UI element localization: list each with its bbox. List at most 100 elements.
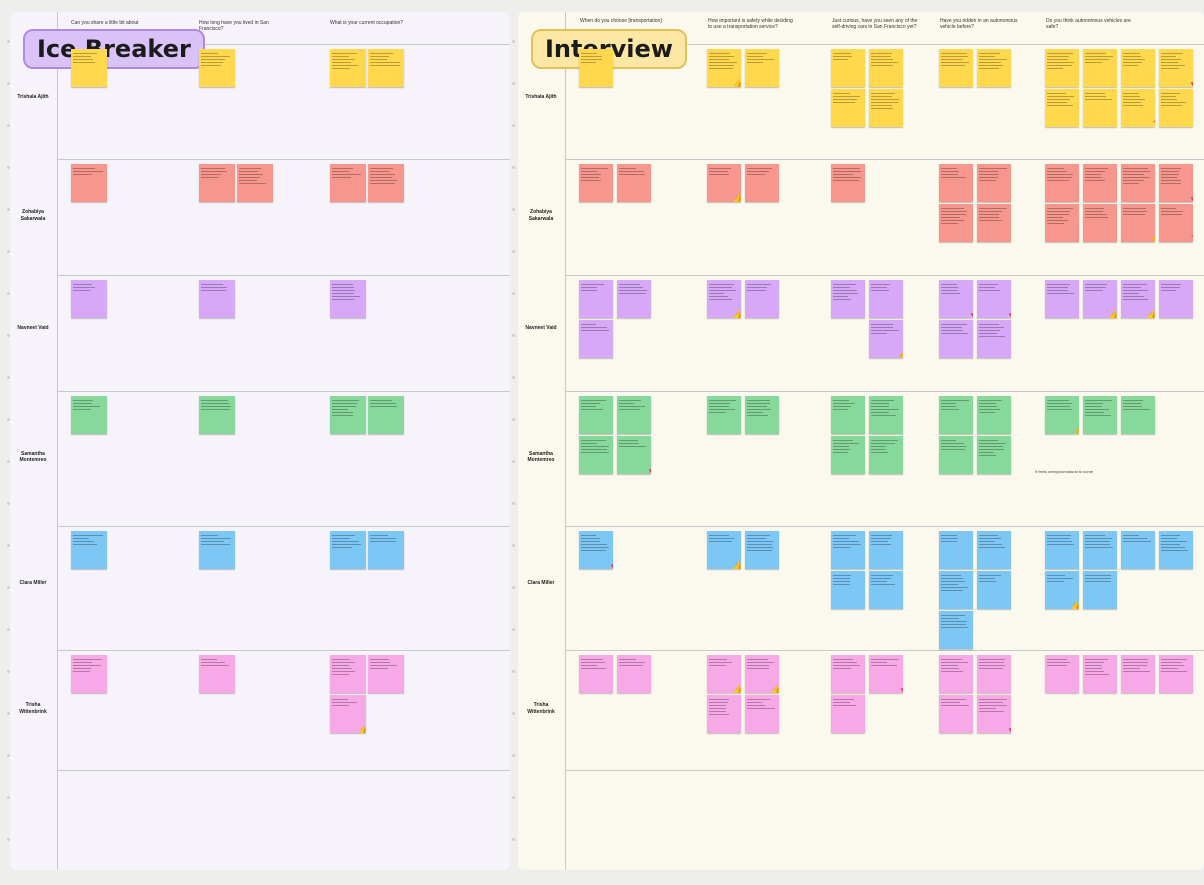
sticky-note[interactable] <box>939 655 973 693</box>
sticky-note[interactable] <box>745 280 779 318</box>
sticky-note[interactable] <box>1121 655 1155 693</box>
sticky-note[interactable] <box>939 531 973 569</box>
thumbs-up-icon[interactable]: 👍 <box>732 310 741 319</box>
sticky-note[interactable]: 👍 <box>707 164 741 202</box>
sticky-note[interactable]: ? <box>1121 89 1155 127</box>
sticky-note[interactable]: ♥ <box>977 280 1011 318</box>
sticky-note[interactable] <box>330 280 366 318</box>
sticky-note[interactable] <box>1083 571 1117 609</box>
sticky-note[interactable]: 👍 <box>707 655 741 693</box>
sticky-note[interactable] <box>199 49 235 87</box>
sticky-note[interactable] <box>831 89 865 127</box>
sticky-note[interactable] <box>617 655 651 693</box>
thumbs-up-icon[interactable]: 👍 <box>732 561 741 570</box>
heart-icon[interactable]: ♥ <box>1191 195 1193 203</box>
sticky-note[interactable] <box>831 49 865 87</box>
sticky-note[interactable] <box>869 396 903 434</box>
sticky-note[interactable] <box>831 655 865 693</box>
star-icon[interactable]: ★ <box>1149 234 1155 243</box>
sticky-note[interactable] <box>831 164 865 202</box>
sticky-note[interactable] <box>199 164 235 202</box>
sticky-note[interactable] <box>1121 531 1155 569</box>
sticky-note[interactable]: 👍 <box>707 531 741 569</box>
sticky-note[interactable] <box>1159 655 1193 693</box>
sticky-note[interactable] <box>745 49 779 87</box>
sticky-note[interactable] <box>71 164 107 202</box>
sticky-note[interactable] <box>199 655 235 693</box>
sticky-note[interactable] <box>831 280 865 318</box>
sticky-note[interactable] <box>1159 280 1193 318</box>
sticky-note[interactable]: ♥ <box>939 280 973 318</box>
sticky-note[interactable] <box>330 396 366 434</box>
sticky-note[interactable]: ♥ <box>977 695 1011 733</box>
sticky-note[interactable] <box>745 396 779 434</box>
sticky-note[interactable] <box>579 396 613 434</box>
sticky-note[interactable] <box>330 49 366 87</box>
sticky-note[interactable] <box>199 531 235 569</box>
sticky-note[interactable] <box>330 164 366 202</box>
sticky-note[interactable] <box>1121 396 1155 434</box>
sticky-note[interactable]: ♥ <box>1159 164 1193 202</box>
sticky-note[interactable] <box>707 396 741 434</box>
sticky-note[interactable] <box>1045 655 1079 693</box>
sticky-note[interactable] <box>1159 89 1193 127</box>
thumbs-up-icon[interactable]: 👍 <box>1146 310 1155 319</box>
sticky-note[interactable]: 👍 <box>1121 280 1155 318</box>
sticky-note[interactable] <box>831 531 865 569</box>
thumbs-up-icon[interactable]: 👍 <box>770 685 779 694</box>
sticky-note[interactable] <box>368 49 404 87</box>
sticky-note[interactable] <box>1045 164 1079 202</box>
sticky-note[interactable] <box>745 531 779 569</box>
sticky-note[interactable] <box>1045 49 1079 87</box>
sticky-note[interactable] <box>977 49 1011 87</box>
sticky-note[interactable] <box>939 320 973 358</box>
thumbs-up-icon[interactable]: 👍 <box>357 725 366 734</box>
heart-icon[interactable]: ♥ <box>611 562 613 570</box>
heart-icon[interactable]: ♥ <box>649 467 651 475</box>
sticky-note[interactable] <box>977 436 1011 474</box>
sticky-note[interactable] <box>707 695 741 733</box>
sticky-note[interactable] <box>1083 531 1117 569</box>
sticky-note[interactable] <box>368 531 404 569</box>
sticky-note[interactable] <box>579 49 613 87</box>
sticky-note[interactable] <box>939 204 973 242</box>
sticky-note[interactable] <box>1045 280 1079 318</box>
sticky-note[interactable] <box>831 436 865 474</box>
sticky-note[interactable] <box>869 89 903 127</box>
thumbs-up-icon[interactable]: 👍 <box>1108 310 1117 319</box>
sticky-note[interactable] <box>977 320 1011 358</box>
sticky-note[interactable] <box>579 436 613 474</box>
sticky-note[interactable] <box>745 164 779 202</box>
sticky-note[interactable] <box>831 571 865 609</box>
sticky-note[interactable] <box>617 164 651 202</box>
sticky-note[interactable]: 👍 <box>330 695 366 733</box>
sticky-note[interactable] <box>869 280 903 318</box>
sticky-note[interactable]: ? <box>1159 204 1193 242</box>
sticky-note[interactable] <box>579 280 613 318</box>
sticky-note[interactable]: ★ <box>869 320 903 358</box>
sticky-note[interactable] <box>939 695 973 733</box>
sticky-note[interactable] <box>71 655 107 693</box>
sticky-note[interactable] <box>368 396 404 434</box>
sticky-note[interactable] <box>977 531 1011 569</box>
sticky-note[interactable] <box>869 49 903 87</box>
sticky-note[interactable] <box>869 436 903 474</box>
sticky-note[interactable] <box>1083 89 1117 127</box>
sticky-note[interactable]: ★ <box>1045 396 1079 434</box>
sticky-note[interactable] <box>1083 204 1117 242</box>
sticky-note[interactable] <box>869 531 903 569</box>
sticky-note[interactable] <box>939 571 973 609</box>
sticky-note[interactable] <box>617 396 651 434</box>
sticky-note[interactable] <box>1121 164 1155 202</box>
sticky-note[interactable] <box>368 164 404 202</box>
star-icon[interactable]: ★ <box>897 350 903 359</box>
sticky-note[interactable] <box>368 655 404 693</box>
sticky-note[interactable] <box>939 49 973 87</box>
sticky-note[interactable] <box>1083 164 1117 202</box>
sticky-note[interactable]: 👍 <box>1083 280 1117 318</box>
sticky-note[interactable]: 👍 <box>1045 571 1079 609</box>
sticky-note[interactable] <box>617 280 651 318</box>
sticky-note[interactable]: 👍 <box>745 655 779 693</box>
thumbs-up-icon[interactable]: 👍 <box>732 194 741 203</box>
heart-icon[interactable]: ♥ <box>971 311 973 319</box>
